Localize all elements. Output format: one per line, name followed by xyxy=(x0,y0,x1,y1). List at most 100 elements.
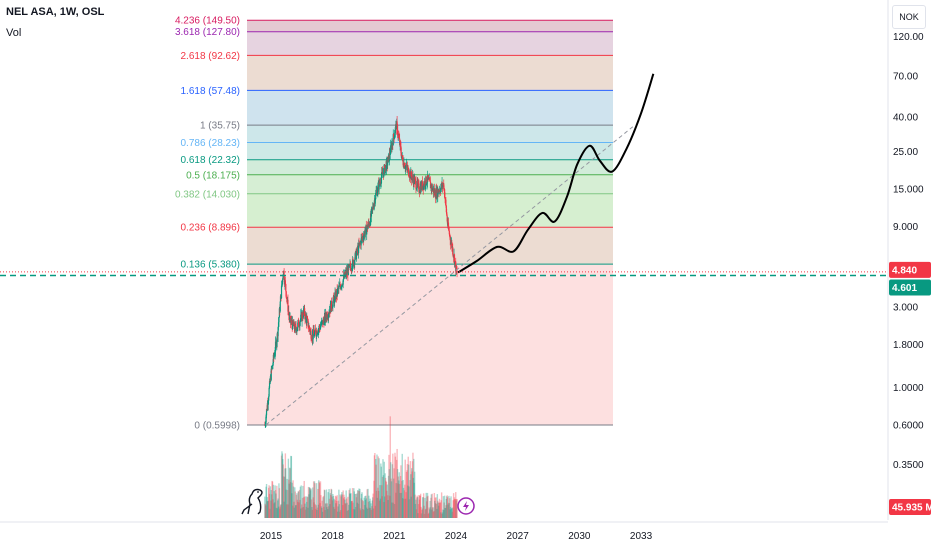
candle-body xyxy=(318,328,320,330)
volume-bar xyxy=(274,490,277,518)
volume-bar xyxy=(339,494,341,518)
volume-bar xyxy=(454,499,456,518)
candle-body xyxy=(411,177,413,181)
volume-bar xyxy=(395,459,398,518)
candle-body xyxy=(319,326,321,328)
volume-bar xyxy=(380,463,382,518)
volume-bar xyxy=(294,505,297,518)
volume-bar xyxy=(278,488,281,518)
volume-bar xyxy=(354,506,357,518)
candle-body xyxy=(317,329,319,334)
candle-body xyxy=(292,320,294,324)
volume-bar xyxy=(292,480,294,518)
volume-bar xyxy=(403,490,406,518)
currency-button[interactable]: NOK xyxy=(892,5,926,29)
volume-bar xyxy=(379,498,382,518)
volume-bar xyxy=(387,500,389,518)
volume-badge-bg xyxy=(889,499,931,515)
candle-body xyxy=(315,330,317,335)
volume-bar xyxy=(290,455,292,518)
candle-body xyxy=(332,301,334,308)
volume-bar xyxy=(292,486,295,518)
candle-body xyxy=(289,316,292,323)
volume-bar xyxy=(438,498,441,518)
volume-bar xyxy=(364,499,367,518)
volume-bar xyxy=(307,486,310,518)
candle-body xyxy=(364,232,366,237)
volume-bar xyxy=(347,496,349,518)
volume-bar xyxy=(347,509,350,518)
volume-bar xyxy=(308,494,310,518)
fib-band-9 xyxy=(247,227,613,265)
fib-label-6: 0.618 (22.32) xyxy=(181,155,241,166)
volume-bar xyxy=(420,506,422,518)
candle-body xyxy=(298,320,300,327)
volume-bar xyxy=(440,492,443,518)
volume-bar xyxy=(354,509,356,518)
volume-bar xyxy=(418,499,421,518)
candle-body xyxy=(366,228,368,235)
candle-body xyxy=(385,160,388,171)
volume-bar xyxy=(411,471,413,518)
volume-bar xyxy=(297,501,299,518)
volume-bar xyxy=(319,481,322,518)
volume-bar xyxy=(348,504,350,518)
volume-bar xyxy=(285,504,288,518)
volume-bar xyxy=(404,484,406,518)
candle-body xyxy=(405,166,407,167)
candle-body xyxy=(331,307,334,309)
volume-bar xyxy=(315,508,317,518)
volume-bar xyxy=(276,500,279,518)
candle-body xyxy=(367,222,370,227)
candle-body xyxy=(268,381,271,388)
volume-bar xyxy=(410,496,412,518)
price-badges: 4.840 4.601 45.935 M xyxy=(889,261,932,515)
volume-bar xyxy=(397,476,400,518)
volume-bar xyxy=(282,459,284,518)
volume-bar xyxy=(294,491,296,518)
volume-bar xyxy=(376,454,378,518)
volume-bar xyxy=(377,487,379,518)
volume-bar xyxy=(375,490,378,518)
volume-bar xyxy=(281,453,284,518)
candle-body xyxy=(348,264,350,267)
volume-bar xyxy=(390,478,392,518)
volume-bar xyxy=(335,503,337,518)
price-tick-label: 70.00 xyxy=(893,71,918,82)
candle-body xyxy=(288,314,290,319)
volume-bar xyxy=(293,507,296,518)
volume-bar xyxy=(273,503,275,518)
fib-label-10: 0.136 (5.380) xyxy=(181,260,241,271)
candle-body xyxy=(294,324,296,332)
volume-bar xyxy=(264,503,266,518)
candle-body xyxy=(326,313,328,319)
candle-body xyxy=(398,135,400,138)
candle-body xyxy=(300,314,302,320)
volume-bar xyxy=(431,509,433,518)
candle-body xyxy=(264,424,266,426)
candle-body xyxy=(396,121,398,126)
volume-bar xyxy=(331,500,334,518)
candle-body xyxy=(408,177,411,178)
volume-bar xyxy=(398,472,400,518)
volume-bar xyxy=(274,485,276,518)
volume-bar xyxy=(270,490,272,518)
candle-body xyxy=(277,322,280,328)
volume-bar xyxy=(333,506,335,518)
candle-body xyxy=(384,167,386,174)
candle-body xyxy=(341,284,343,285)
volume-bar xyxy=(342,490,344,518)
volume-bar xyxy=(286,490,289,518)
volume-bar xyxy=(288,479,290,518)
volume-bar xyxy=(334,495,337,518)
volume-bar xyxy=(414,494,416,518)
volume-bar xyxy=(430,497,432,518)
flash-icon[interactable] xyxy=(457,497,475,515)
volume-bar xyxy=(349,493,352,518)
candle-body xyxy=(445,199,447,206)
candle-body xyxy=(280,285,283,299)
volume-bar xyxy=(341,494,344,518)
candle-body xyxy=(307,319,309,328)
candle-body xyxy=(419,191,421,193)
